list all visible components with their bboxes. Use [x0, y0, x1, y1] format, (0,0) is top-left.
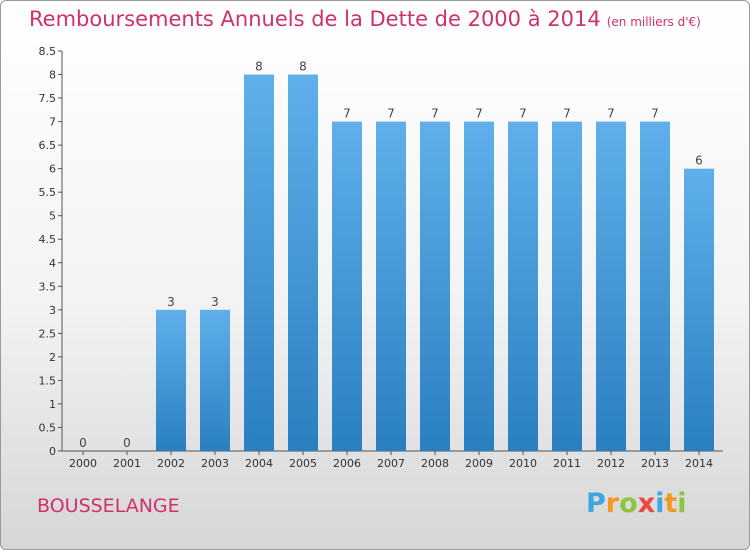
y-tick-label: 1 — [49, 398, 56, 411]
x-tick-label: 2013 — [641, 457, 669, 470]
data-label-2003: 3 — [211, 295, 219, 309]
x-tick-label: 2001 — [113, 457, 141, 470]
y-tick-label: 0.5 — [39, 421, 57, 434]
data-label-2005: 8 — [299, 60, 307, 74]
bar-2007 — [376, 121, 406, 452]
proxiti-logo: Proxiti — [586, 488, 687, 519]
x-tick-label: 2005 — [289, 457, 317, 470]
x-tick-label: 2010 — [509, 457, 537, 470]
y-tick-label: 0 — [49, 445, 56, 458]
x-tick-label: 2003 — [201, 457, 229, 470]
x-tick-label: 2007 — [377, 457, 405, 470]
y-tick-label: 6.5 — [39, 139, 57, 152]
bar-2014 — [684, 168, 714, 451]
data-label-2008: 7 — [431, 107, 439, 121]
x-tick-label: 2009 — [465, 457, 493, 470]
data-label-2006: 7 — [343, 107, 351, 121]
bar-2009 — [464, 121, 494, 452]
y-tick-label: 8.5 — [39, 45, 57, 58]
commune-name: BOUSSELANGE — [37, 495, 180, 517]
y-tick-label: 5.5 — [39, 186, 57, 199]
bar-2012 — [596, 121, 626, 452]
bar-2005 — [288, 74, 318, 451]
x-tick-label: 2004 — [245, 457, 273, 470]
data-label-2009: 7 — [475, 107, 483, 121]
data-label-2004: 8 — [255, 60, 263, 74]
bar-2002 — [156, 309, 186, 451]
title-text: Remboursements Annuels de la Dette de 20… — [29, 7, 601, 31]
y-tick-label: 1.5 — [39, 374, 57, 387]
y-tick-label: 2.5 — [39, 327, 57, 340]
y-tick-label: 4.5 — [39, 233, 57, 246]
data-label-2012: 7 — [607, 107, 615, 121]
bars — [156, 74, 714, 452]
data-label-2000: 0 — [79, 436, 87, 450]
y-tick-label: 3.5 — [39, 280, 57, 293]
chart-title: Remboursements Annuels de la Dette de 20… — [29, 7, 701, 31]
axes: 0 0.5 1 1.5 2 2.5 3 3.5 4 4.5 5 5.5 6 6.5 7 7.5 8 8.5 2000… — [39, 45, 723, 470]
bar-2003 — [200, 309, 230, 451]
data-label-2014: 6 — [695, 154, 703, 168]
data-label-2010: 7 — [519, 107, 527, 121]
bar-2006 — [332, 121, 362, 452]
y-tick-label: 7.5 — [39, 92, 57, 105]
bar-2011 — [552, 121, 582, 452]
x-tick-label: 2006 — [333, 457, 361, 470]
bar-2010 — [508, 121, 538, 452]
y-tick-label: 6 — [49, 163, 56, 176]
x-tick-label: 2000 — [69, 457, 97, 470]
data-label-2001: 0 — [123, 436, 131, 450]
x-tick-label: 2012 — [597, 457, 625, 470]
bar-2008 — [420, 121, 450, 452]
y-tick-label: 5 — [49, 210, 56, 223]
y-tick-label: 8 — [49, 69, 56, 82]
bar-2013 — [640, 121, 670, 452]
x-tick-label: 2002 — [157, 457, 185, 470]
x-tick-label: 2011 — [553, 457, 581, 470]
x-tick-label: 2008 — [421, 457, 449, 470]
x-tick-label: 2014 — [685, 457, 713, 470]
unit-label: (en milliers d'€) — [606, 15, 701, 29]
data-labels: 0 0 3 3 8 8 7 7 7 7 7 7 7 7 6 — [79, 60, 703, 450]
y-tick-label: 2 — [49, 351, 56, 364]
y-tick-label: 4 — [49, 257, 56, 270]
data-label-2013: 7 — [651, 107, 659, 121]
bar-2004 — [244, 74, 274, 451]
data-label-2002: 3 — [167, 295, 175, 309]
data-label-2011: 7 — [563, 107, 571, 121]
data-label-2007: 7 — [387, 107, 395, 121]
y-tick-label: 3 — [49, 304, 56, 317]
y-tick-label: 7 — [49, 116, 56, 129]
